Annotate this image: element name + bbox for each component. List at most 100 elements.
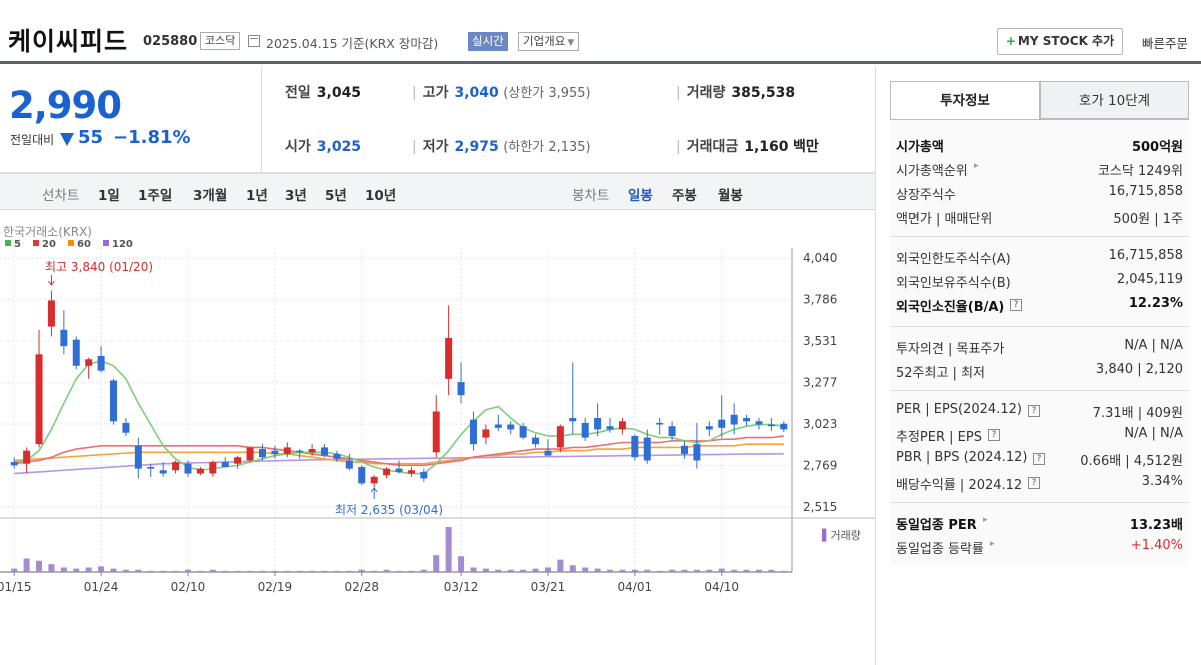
- help-icon[interactable]: ?: [1028, 405, 1040, 417]
- candle: [23, 447, 31, 474]
- candle: [718, 395, 726, 438]
- candle-body: [333, 453, 341, 459]
- divider: [890, 502, 1189, 503]
- caret-right-icon[interactable]: ▸: [974, 161, 979, 171]
- tab-5y[interactable]: 5년: [325, 188, 347, 204]
- change-value: 55: [78, 127, 104, 148]
- candle: [60, 310, 68, 355]
- candle: [184, 460, 192, 477]
- info-row-label: 외국인소진율(B/A): [896, 300, 1005, 315]
- volume-bar: [557, 559, 564, 572]
- calendar-icon: [248, 35, 260, 47]
- stock-name: 케이씨피드: [8, 27, 129, 56]
- volume-value: 385,538: [731, 85, 796, 101]
- candle: [370, 475, 378, 488]
- x-tick-label: 01/15: [0, 580, 32, 594]
- y-tick-label: 3,023: [803, 417, 837, 431]
- chart-source: 한국거래소(KRX): [3, 225, 92, 239]
- volume-bar: [383, 569, 390, 572]
- volume-bar: [644, 569, 651, 572]
- candle-body: [246, 447, 254, 461]
- volume-bar: [731, 569, 738, 572]
- tab-3y[interactable]: 3년: [285, 188, 307, 204]
- prev-close-label: 전일: [285, 85, 311, 101]
- info-row-label: 상장주식수: [896, 188, 956, 203]
- realtime-button[interactable]: 실시간: [468, 32, 508, 51]
- volume-bar: [321, 570, 328, 572]
- candle-body: [668, 426, 676, 436]
- info-row-value: 코스닥 1249위: [1097, 164, 1183, 179]
- amount-value: 1,160: [744, 139, 789, 155]
- tab-daily[interactable]: 일봉: [628, 188, 653, 204]
- volume-bar: [507, 569, 514, 572]
- help-icon[interactable]: ?: [1033, 453, 1045, 465]
- candle-body: [85, 359, 93, 366]
- candle: [755, 418, 763, 430]
- caret-right-icon[interactable]: ▸: [990, 539, 995, 549]
- tab-3m[interactable]: 3개월: [193, 188, 228, 204]
- candle-body: [730, 414, 738, 425]
- ma-legend-swatch: [103, 240, 109, 246]
- candle: [668, 421, 676, 441]
- tab-1w[interactable]: 1주일: [138, 188, 173, 204]
- candle: [383, 466, 391, 479]
- candle-body: [718, 419, 726, 428]
- info-row-value: 3,840 | 2,120: [1095, 362, 1183, 377]
- volume-bar: [184, 569, 191, 572]
- volume-bar: [110, 568, 117, 572]
- candle: [656, 418, 664, 435]
- candle-body: [147, 466, 155, 469]
- candlestick-chart[interactable]: 한국거래소(KRX) 5 20 60 120 4,040 3,786 3,531 3,277…: [0, 218, 875, 603]
- company-info-dropdown[interactable]: 기업개요 ▼: [518, 32, 580, 51]
- candle: [47, 290, 55, 337]
- volume-bar: [209, 569, 216, 572]
- info-row: 시가총액 500억원: [896, 136, 1183, 156]
- tab-invest-info[interactable]: 투자정보: [890, 81, 1040, 119]
- volume-bar: [396, 570, 402, 572]
- divider: [890, 390, 1189, 391]
- volume-bar: [607, 569, 614, 572]
- quick-order-link[interactable]: 빠른주문: [1142, 36, 1189, 51]
- candle: [606, 418, 614, 433]
- tab-1d[interactable]: 1일: [98, 188, 120, 204]
- info-row-value: 0.66배 | 4,512원: [1080, 454, 1183, 469]
- market-badge: 코스닥: [200, 32, 241, 50]
- open-value: 3,025: [316, 139, 362, 155]
- tab-orderbook[interactable]: 호가 10단계: [1040, 81, 1189, 119]
- ma-legend-swatch: [33, 240, 39, 246]
- candle: [532, 434, 540, 448]
- tab-10y[interactable]: 10년: [365, 188, 397, 204]
- y-tick-label: 4,040: [803, 251, 837, 265]
- stock-code: 025880: [143, 34, 198, 49]
- help-icon[interactable]: ?: [988, 429, 1000, 441]
- info-row: 동일업종 등락률 ▸ +1.40%: [896, 538, 1183, 558]
- my-stock-add-button[interactable]: + MY STOCK 추가: [997, 28, 1123, 55]
- candle-body: [457, 382, 465, 396]
- divider: [890, 326, 1189, 327]
- volume-bar: [743, 569, 750, 572]
- amount-stat: | 거래대금 1,160 백만: [676, 139, 819, 155]
- caret-right-icon[interactable]: ▸: [983, 515, 988, 525]
- candle-body: [680, 445, 688, 454]
- x-tick-label: 01/24: [84, 580, 119, 594]
- candle: [469, 411, 477, 451]
- candle: [345, 453, 353, 471]
- tab-weekly[interactable]: 주봉: [672, 188, 697, 204]
- help-icon[interactable]: ?: [1010, 299, 1022, 311]
- candle: [569, 362, 577, 435]
- candle-body: [60, 329, 68, 347]
- volume-bar: [284, 570, 291, 572]
- candle-body: [445, 338, 453, 379]
- high-label: 고가: [422, 85, 449, 101]
- high-stat: | 고가 3,040 (상한가 3,955): [412, 85, 591, 101]
- candle: [85, 357, 93, 379]
- price-summary: 2,990 전일대비 55 −1.81% 전일 3,045 | 고가 3,040 (상…: [0, 66, 875, 173]
- help-icon[interactable]: ?: [1028, 477, 1040, 489]
- tab-monthly[interactable]: 월봉: [718, 188, 743, 204]
- info-row-label: 액면가 | 매매단위: [896, 212, 993, 227]
- line-chart-label: 선차트: [42, 188, 80, 204]
- tab-1y[interactable]: 1년: [246, 188, 268, 204]
- info-row-label: PER | EPS(2024.12): [896, 402, 1022, 417]
- info-row-label: 동일업종 PER: [896, 518, 977, 533]
- high-arrow-icon: [48, 275, 55, 286]
